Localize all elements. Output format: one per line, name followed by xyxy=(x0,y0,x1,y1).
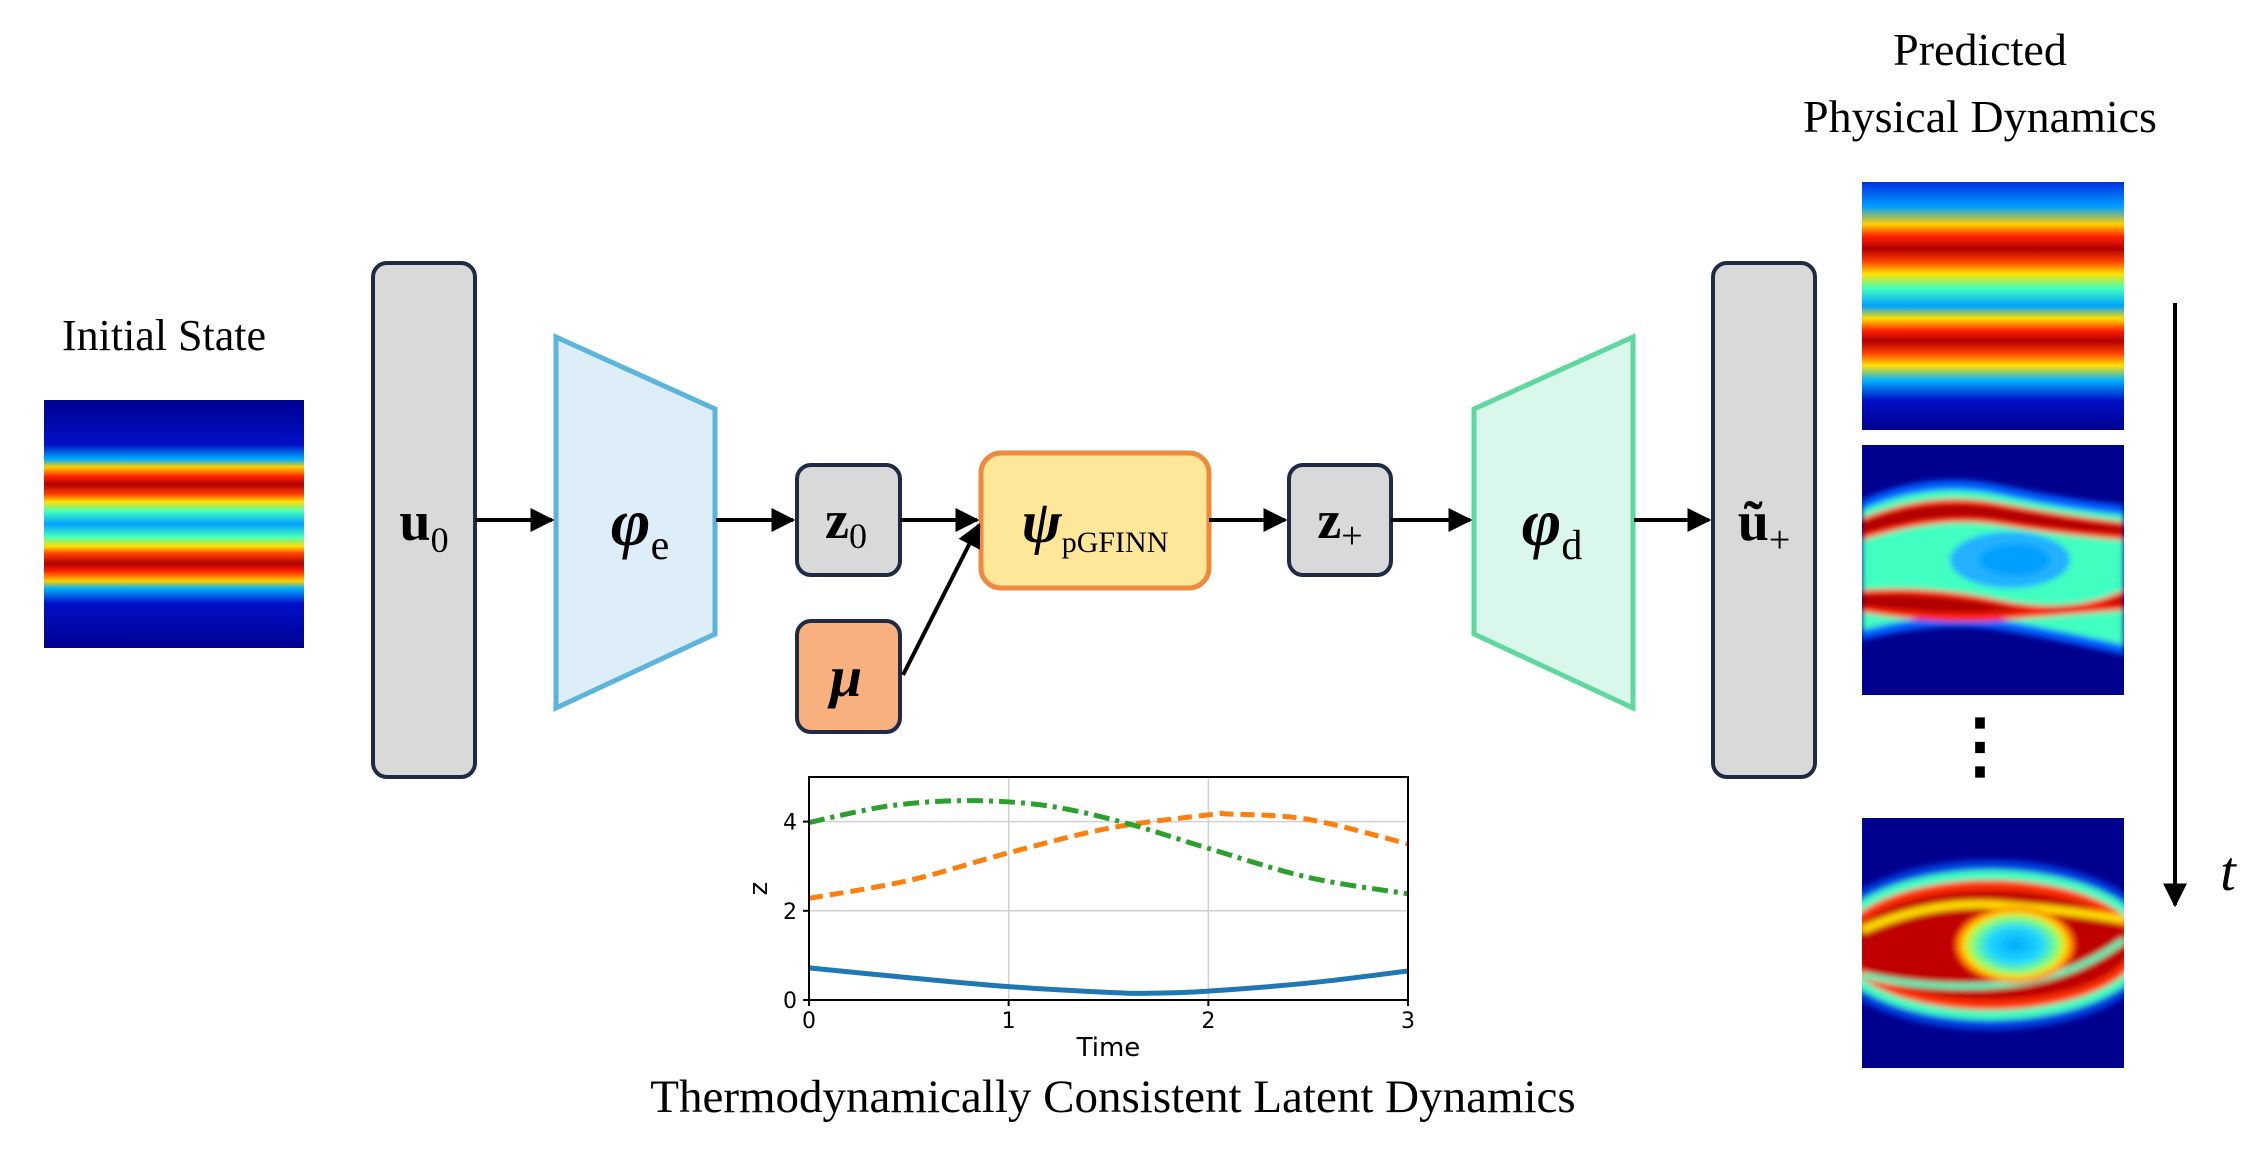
chart-ytick-label: 0 xyxy=(783,989,797,1014)
latent-caption: Thermodynamically Consistent Latent Dyna… xyxy=(650,1071,1575,1123)
z0-label: z0 xyxy=(825,490,867,556)
uplus-block: ũ+ xyxy=(1711,261,1817,779)
chart-xtick-label: 0 xyxy=(802,1009,816,1034)
decoder-block: φd xyxy=(1471,333,1636,712)
arrow-mu-psi xyxy=(901,522,981,676)
mu-label: μ xyxy=(827,644,862,709)
zplus-block: z+ xyxy=(1287,463,1393,577)
mu-block: μ xyxy=(795,619,902,734)
u0-block: u0 xyxy=(371,261,477,779)
initial-state-label: Initial State xyxy=(62,311,266,360)
zplus-label: z+ xyxy=(1317,490,1362,557)
chart-xtick-label: 2 xyxy=(1201,1009,1215,1034)
chart-series-line-1 xyxy=(808,965,1409,996)
decoder-label: φd xyxy=(1522,484,1583,569)
z0-block: z0 xyxy=(795,463,902,577)
initial-state-field-image xyxy=(44,400,304,648)
predicted-frame-3 xyxy=(1862,818,2124,1068)
frames-ellipsis: ⋮ xyxy=(1944,706,2016,786)
chart-frame xyxy=(808,776,1409,1001)
chart-ylabel: z xyxy=(744,882,774,896)
chart-ytick-label: 4 xyxy=(783,811,797,836)
chart-ytick-label: 2 xyxy=(783,900,797,925)
predicted-frame-1 xyxy=(1862,182,2124,430)
flow-arrows xyxy=(475,508,1712,676)
chart-xtick-label: 1 xyxy=(1002,1009,1016,1034)
encoder-block: φe xyxy=(553,333,718,712)
time-symbol: t xyxy=(2220,841,2237,903)
predicted-title-line2: Physical Dynamics xyxy=(1803,91,2157,142)
predicted-frame-2 xyxy=(1862,445,2124,695)
psi-label: ψpGFINN xyxy=(1022,489,1169,559)
chart-xtick-label: 3 xyxy=(1401,1009,1415,1034)
chart-series-line-2 xyxy=(808,810,1409,901)
chart-series-line-3 xyxy=(808,798,1409,897)
predicted-title-line1: Predicted xyxy=(1893,24,2067,75)
chart-plot-area xyxy=(809,777,1408,1000)
u0-label: u0 xyxy=(399,491,448,560)
latent-dynamics-chart: 0 1 2 3 0 2 4 Time z xyxy=(744,776,1415,1063)
encoder-label: φe xyxy=(611,484,669,569)
psi-pgfinn-block: ψpGFINN xyxy=(978,450,1212,591)
chart-xlabel: Time xyxy=(1076,1033,1141,1063)
uplus-label: ũ+ xyxy=(1738,491,1791,561)
